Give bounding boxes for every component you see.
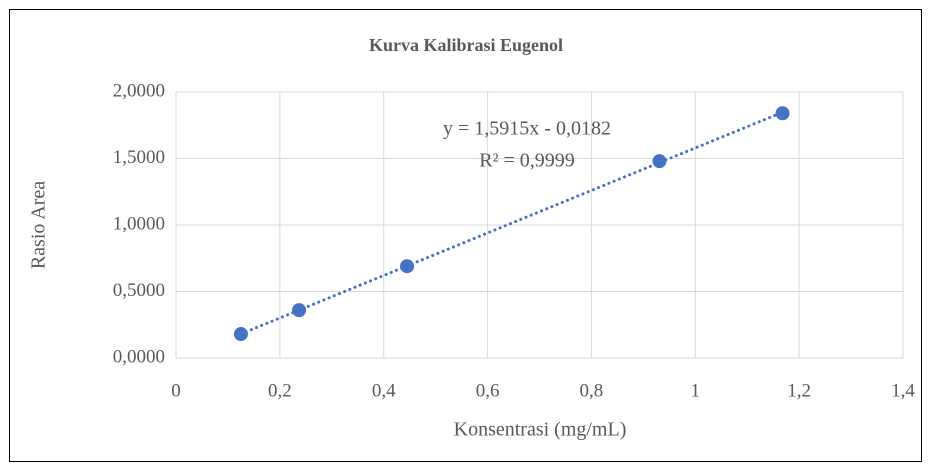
y-axis-title: Rasio Area — [28, 181, 50, 269]
data-point — [652, 154, 667, 169]
x-tick-label: 0,8 — [580, 380, 604, 401]
y-tick-label: 0,0000 — [113, 346, 165, 367]
data-point — [292, 303, 307, 318]
y-tick-label: 1,0000 — [113, 213, 165, 234]
y-tick-label: 2,0000 — [113, 80, 165, 101]
annotation: y = 1,5915x - 0,0182 — [443, 118, 611, 140]
annotation: R² = 0,9999 — [479, 150, 575, 172]
x-axis-title: Konsentrasi (mg/mL) — [454, 419, 627, 441]
x-tick-label: 0 — [171, 380, 181, 401]
x-tick-label: 0,2 — [268, 380, 292, 401]
x-tick-label: 0,6 — [476, 380, 500, 401]
trendline — [239, 110, 785, 336]
x-tick-label: 1,4 — [891, 380, 915, 401]
x-tick-label: 1,2 — [787, 380, 811, 401]
chart-title: Kurva Kalibrasi Eugenol — [369, 35, 563, 55]
y-tick-label: 0,5000 — [113, 280, 165, 301]
y-tick-label: 1,5000 — [113, 147, 165, 168]
data-point — [233, 327, 248, 342]
data-point — [775, 106, 790, 121]
x-tick-label: 0,4 — [372, 380, 396, 401]
x-tick-label: 1 — [691, 380, 701, 401]
data-point — [400, 259, 415, 274]
chart-border — [9, 9, 922, 462]
